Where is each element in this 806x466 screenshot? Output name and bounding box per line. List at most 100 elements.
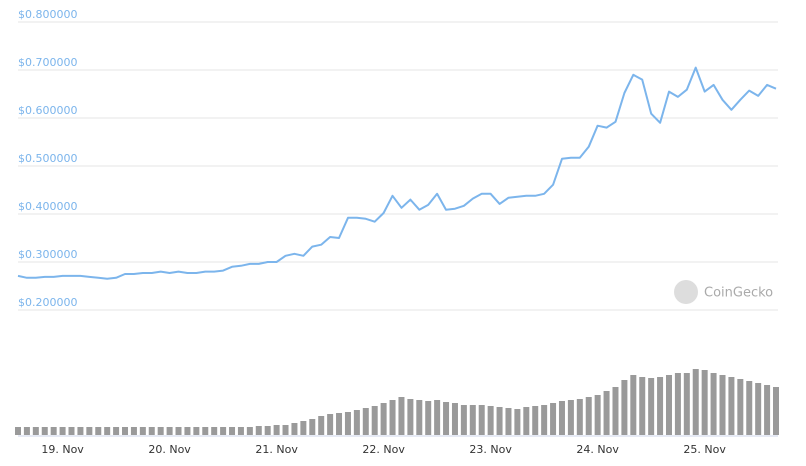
volume-bar [148,427,155,435]
volume-bar [309,419,316,435]
volume-bar [657,377,664,435]
volume-bar [728,377,735,435]
volume-bar [434,400,441,435]
price-line [17,66,777,280]
volume-bar [77,427,84,435]
volume-bar [612,387,619,435]
volume-bar [541,405,548,435]
volume-bar [639,377,646,435]
volume-bar [407,399,414,435]
volume-bar [130,427,137,435]
x-tick-label: 20. Nov [148,443,191,456]
volume-bar [701,370,708,435]
volume-bar [710,373,717,435]
volume-bar [755,383,762,435]
volume-bar [416,400,423,435]
volume-bar [487,406,494,435]
volume-bar [264,426,271,435]
volume-bar [746,381,753,435]
volume-bar [523,407,530,435]
volume-bar [113,427,120,435]
volume-bar [291,423,298,435]
volume-bar [603,391,610,435]
volume-bar [327,414,334,435]
volume-bar [122,427,129,435]
volume-bar [764,385,771,435]
volume-bar [567,400,574,435]
watermark-text: CoinGecko [704,286,773,301]
volume-bar [576,399,583,435]
volume-bar [255,426,262,435]
volume-bar [318,416,325,435]
volume-bar [50,427,57,435]
volume-bar [460,405,467,435]
volume-bar [665,375,672,435]
volume-bar [737,379,744,435]
y-tick-label: $0.700000 [18,56,78,69]
volume-bar [558,401,565,435]
volume-bar [184,427,191,435]
volume-bar [32,427,39,435]
x-tick-label: 19. Nov [41,443,84,456]
volume-bar [585,397,592,435]
volume-bar [175,427,182,435]
volume-bar [389,400,396,435]
volume-bar [193,427,200,435]
y-tick-label: $0.300000 [18,248,78,261]
volume-bar [630,375,637,435]
x-tick-label: 21. Nov [255,443,298,456]
volume-bar [443,402,450,435]
y-tick-label: $0.600000 [18,104,78,117]
volume-bar [398,397,405,435]
volume-bar [621,380,628,435]
volume-bar [683,373,690,435]
volume-bar [451,403,458,435]
y-tick-label: $0.800000 [18,8,78,21]
volume-bar [68,427,75,435]
volume-bar [300,421,307,435]
volume-bar [505,408,512,435]
volume-bar [773,387,779,435]
volume-bar [246,427,253,435]
volume-bar [229,427,236,435]
volume-bar [380,403,387,435]
x-tick-label: 24. Nov [576,443,619,456]
volume-bar [95,427,102,435]
volume-bar [139,427,146,435]
x-tick-label: 23. Nov [469,443,512,456]
volume-bar [371,406,378,435]
y-tick-label: $0.200000 [18,296,78,309]
volume-bar [496,407,503,435]
volume-bar [478,405,485,435]
volume-bar [692,369,699,435]
y-tick-label: $0.400000 [18,200,78,213]
volume-bar [59,427,66,435]
volume-bar [237,427,244,435]
volume-bar [166,427,173,435]
volume-bar [344,412,351,435]
volume-bar [353,410,360,435]
x-tick-label: 22. Nov [362,443,405,456]
volume-bar [282,425,289,435]
volume-bar [648,378,655,435]
volume-bar [336,413,343,435]
volume-bar [15,427,21,435]
y-tick-label: $0.500000 [18,152,78,165]
watermark: CoinGecko [674,280,773,304]
volume-bar [674,373,681,435]
volume-bar [202,427,209,435]
volume-bar [220,427,227,435]
volume-bar [425,401,432,435]
volume-bar [719,375,726,435]
volume-bar [23,427,30,435]
volume-bar [211,427,218,435]
volume-bar [273,425,280,435]
volume-bar [41,427,48,435]
volume-bar [594,395,601,435]
watermark-logo [674,280,698,304]
volume-bar [514,409,521,435]
volume-bar [532,406,539,435]
volume-bar [469,405,476,435]
